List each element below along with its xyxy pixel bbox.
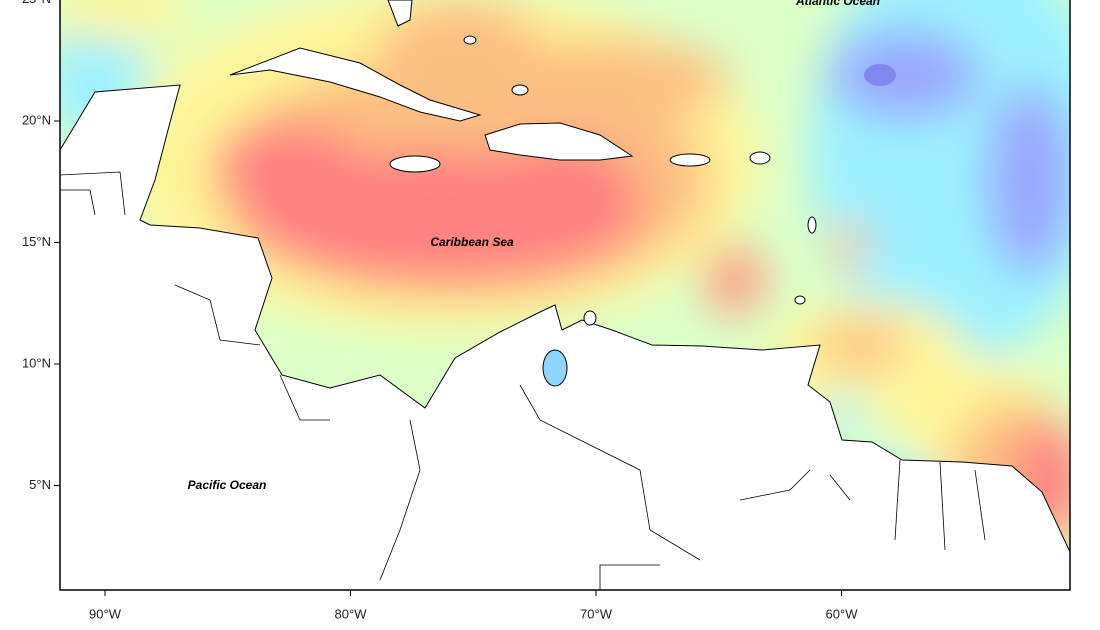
puerto-rico	[669, 153, 711, 167]
lake-maracaibo	[542, 349, 568, 387]
y-tick-label: 15°N	[22, 234, 51, 249]
frame	[59, 0, 1071, 591]
y-tick-label: 10°N	[22, 355, 51, 370]
borders	[60, 171, 986, 590]
island	[794, 295, 806, 305]
island	[511, 84, 529, 96]
x-tick-label: 90°W	[89, 606, 122, 621]
hispaniola	[484, 122, 634, 161]
place-label: Atlantic Ocean	[795, 0, 880, 8]
place-label: Pacific Ocean	[188, 478, 267, 492]
y-tick-label: 5°N	[29, 477, 51, 492]
x-tick-label: 80°W	[335, 606, 368, 621]
island	[807, 216, 817, 234]
place-label: Caribbean Sea	[430, 235, 514, 249]
x-tick-label: 70°W	[580, 606, 613, 621]
y-tick-label: 25°N	[22, 0, 51, 6]
island	[463, 35, 477, 45]
cuba	[229, 47, 482, 122]
mainland	[60, 84, 1070, 590]
island	[749, 151, 771, 165]
map-area	[60, 0, 1070, 590]
x-tick-label: 60°W	[826, 606, 859, 621]
island	[583, 310, 597, 326]
jamaica	[389, 155, 441, 173]
field	[60, 0, 1070, 585]
y-tick-label: 20°N	[22, 112, 51, 127]
florida	[387, 0, 413, 27]
